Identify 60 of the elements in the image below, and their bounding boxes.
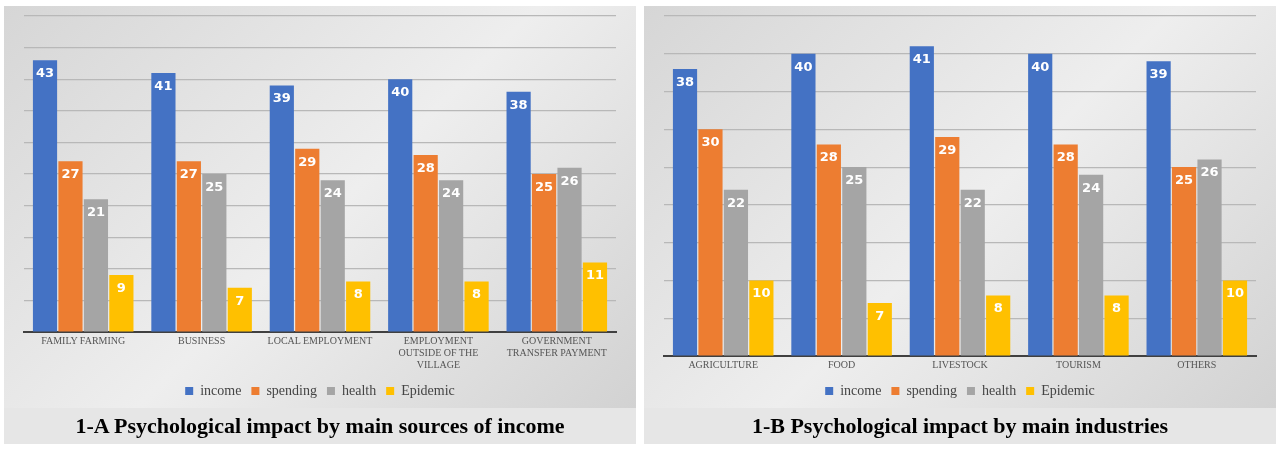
- data-label: 40: [794, 58, 813, 74]
- data-label: 25: [845, 171, 864, 187]
- data-label: 40: [391, 84, 410, 100]
- data-label: 26: [1200, 164, 1219, 180]
- legend-label: income: [840, 382, 882, 398]
- data-label: 39: [272, 90, 291, 106]
- data-label: 41: [912, 51, 931, 67]
- data-label: 8: [993, 300, 1003, 316]
- data-label: 8: [353, 286, 363, 302]
- data-label: 25: [535, 178, 554, 194]
- x-tick-label: BUSINESS: [177, 334, 226, 346]
- x-tick-label: AGRICULTURE: [688, 358, 759, 370]
- data-label: 11: [585, 267, 605, 283]
- data-label: 22: [726, 194, 745, 210]
- data-label: 40: [1031, 58, 1050, 74]
- legend-label: income: [200, 382, 242, 398]
- legend-label: health: [981, 382, 1017, 398]
- legend-label: Epidemic: [1041, 382, 1095, 398]
- data-label: 24: [323, 185, 342, 201]
- data-label: 8: [1112, 300, 1122, 316]
- data-label: 30: [701, 134, 720, 150]
- data-label: 10: [1225, 285, 1245, 301]
- data-label: 7: [875, 307, 885, 323]
- data-label: 28: [819, 149, 838, 165]
- data-label: 22: [963, 194, 982, 210]
- data-label: 38: [509, 96, 528, 112]
- data-label: 26: [560, 172, 579, 188]
- data-label: 28: [1056, 149, 1075, 165]
- data-label: 24: [1082, 179, 1101, 195]
- legend-label: Epidemic: [401, 382, 455, 398]
- data-label: 27: [61, 166, 80, 182]
- data-label: 28: [416, 159, 435, 175]
- text: 1-B Psychological impact by main industries: [644, 408, 1276, 444]
- x-tick-label: FOOD: [827, 358, 856, 370]
- x-tick-label: GOVERNMENT TRANSFER PAYMENT: [506, 334, 607, 358]
- x-tick-label: TOURISM: [1055, 358, 1101, 370]
- x-tick-label: OTHERS: [1177, 358, 1217, 370]
- legend-label: spending: [266, 382, 317, 398]
- data-label: 9: [116, 279, 126, 295]
- x-tick-label: LIVESTOCK: [932, 358, 989, 370]
- data-label: 41: [154, 77, 173, 93]
- x-tick-label: EMPLOYMENT OUTSIDE OF THE VILLAGE: [398, 334, 479, 370]
- data-label: 38: [675, 73, 695, 89]
- data-label: 25: [1175, 171, 1194, 187]
- data-label: 8: [472, 286, 482, 302]
- data-label: 27: [179, 166, 198, 182]
- x-tick-label: LOCAL EMPLOYMENT: [267, 334, 373, 346]
- x-tick-label: FAMILY FARMING: [41, 334, 126, 346]
- legend-label: spending: [906, 382, 957, 398]
- data-label: 25: [205, 178, 224, 194]
- text: 1-A Psychological impact by main sources of income: [4, 408, 636, 444]
- data-label: 24: [442, 185, 461, 201]
- data-label: 10: [752, 285, 771, 301]
- data-label: 21: [86, 204, 105, 220]
- data-label: 29: [938, 141, 957, 157]
- data-label: 39: [1149, 66, 1168, 82]
- legend-label: health: [341, 382, 377, 398]
- data-label: 7: [235, 292, 245, 308]
- data-label: 29: [298, 153, 317, 169]
- data-label: 43: [35, 65, 55, 81]
